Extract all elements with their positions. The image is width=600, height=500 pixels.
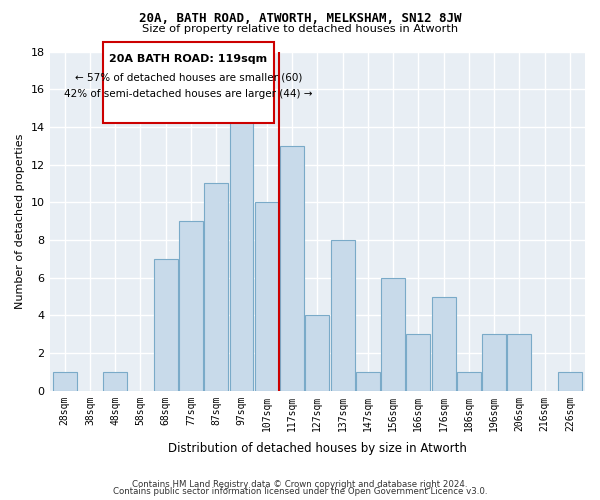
Bar: [431, 296, 455, 391]
Bar: [331, 240, 355, 391]
Text: 20A, BATH ROAD, ATWORTH, MELKSHAM, SN12 8JW: 20A, BATH ROAD, ATWORTH, MELKSHAM, SN12 …: [139, 12, 461, 26]
Bar: [230, 108, 253, 391]
Text: Contains public sector information licensed under the Open Government Licence v3: Contains public sector information licen…: [113, 488, 487, 496]
Y-axis label: Number of detached properties: Number of detached properties: [15, 134, 25, 309]
Bar: [457, 372, 481, 391]
Bar: [179, 221, 203, 391]
Bar: [103, 372, 127, 391]
Bar: [356, 372, 380, 391]
Bar: [280, 146, 304, 391]
FancyBboxPatch shape: [103, 42, 274, 123]
Bar: [255, 202, 279, 391]
Bar: [154, 259, 178, 391]
Bar: [381, 278, 405, 391]
Bar: [204, 184, 228, 391]
Bar: [406, 334, 430, 391]
Text: ← 57% of detached houses are smaller (60): ← 57% of detached houses are smaller (60…: [75, 72, 302, 82]
X-axis label: Distribution of detached houses by size in Atworth: Distribution of detached houses by size …: [168, 442, 467, 455]
Bar: [305, 316, 329, 391]
Text: Contains HM Land Registry data © Crown copyright and database right 2024.: Contains HM Land Registry data © Crown c…: [132, 480, 468, 489]
Bar: [508, 334, 532, 391]
Bar: [482, 334, 506, 391]
Text: 42% of semi-detached houses are larger (44) →: 42% of semi-detached houses are larger (…: [64, 89, 313, 99]
Text: Size of property relative to detached houses in Atworth: Size of property relative to detached ho…: [142, 24, 458, 34]
Bar: [53, 372, 77, 391]
Bar: [558, 372, 582, 391]
Text: 20A BATH ROAD: 119sqm: 20A BATH ROAD: 119sqm: [109, 54, 268, 64]
